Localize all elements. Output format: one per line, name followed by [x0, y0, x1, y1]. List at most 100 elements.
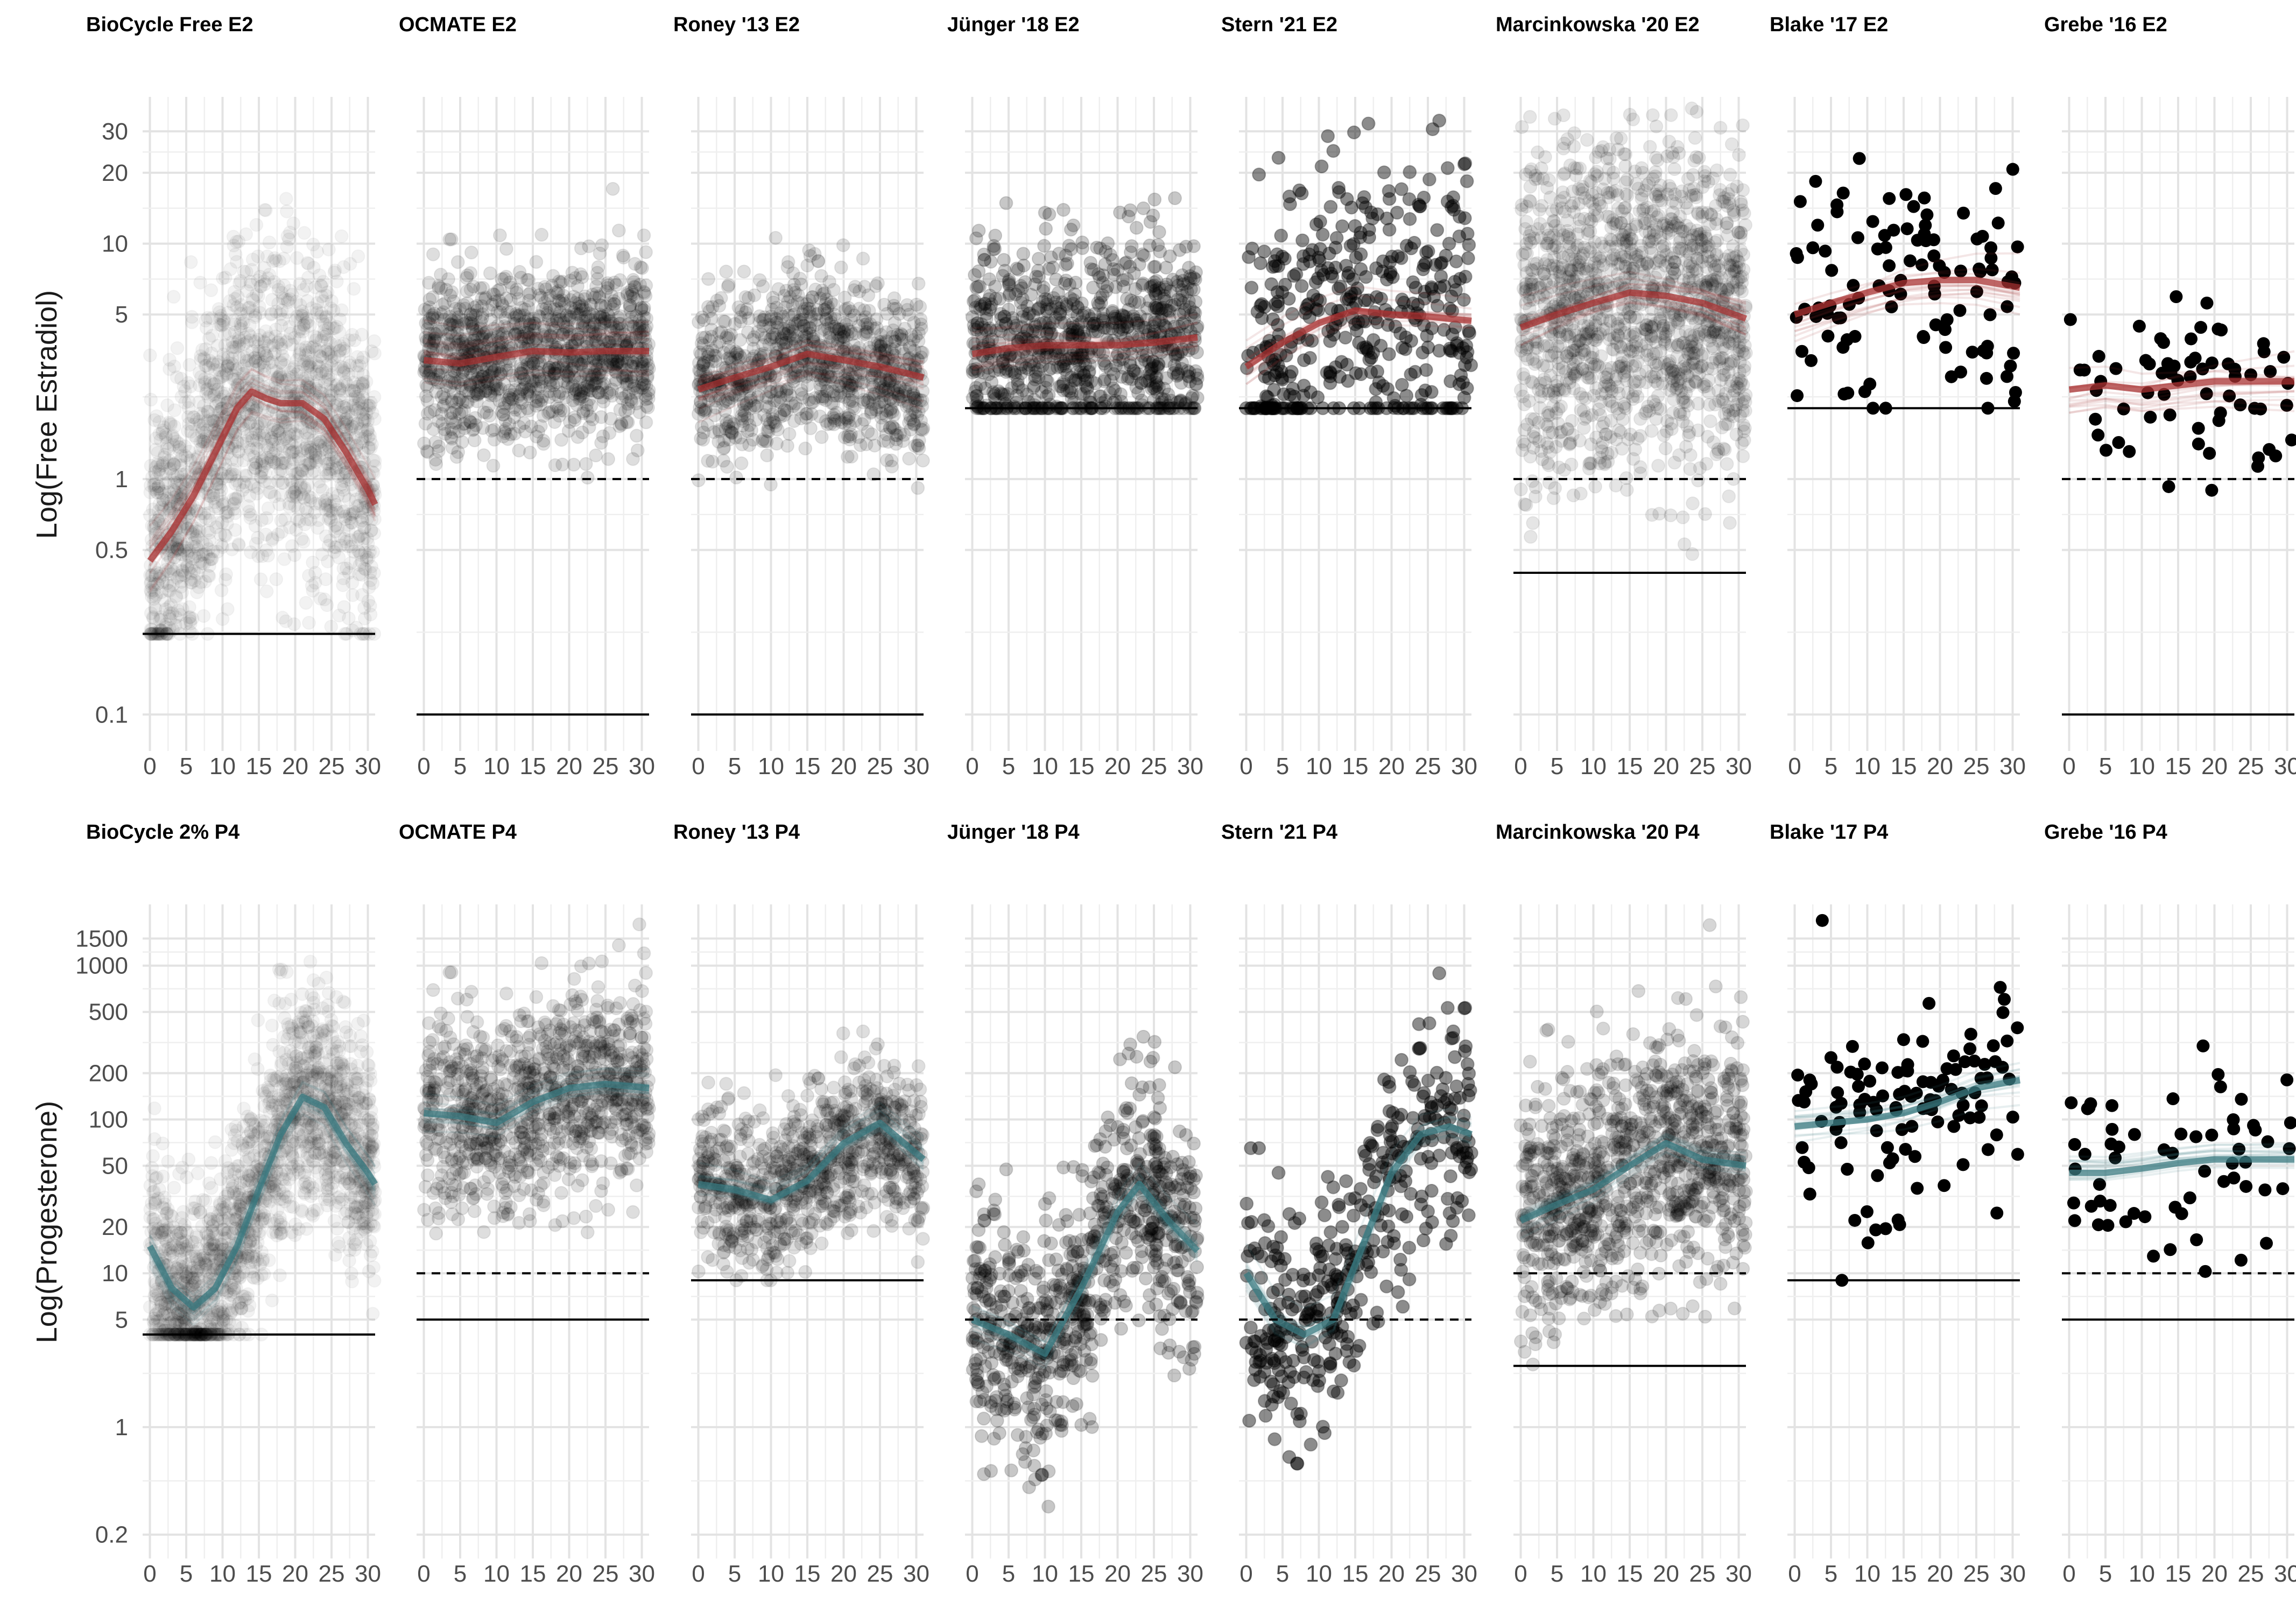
data-point [287, 453, 301, 466]
data-point [318, 439, 331, 452]
data-point [255, 471, 268, 484]
x-tick-label: 25 [867, 753, 893, 780]
data-point [174, 580, 188, 593]
y-tick-label: 0.1 [95, 701, 128, 728]
data-point [541, 406, 555, 420]
data-point [324, 346, 337, 359]
data-point [319, 503, 332, 516]
data-point [346, 328, 359, 341]
data-point [618, 404, 632, 419]
data-point [1179, 240, 1193, 254]
data-point [291, 475, 304, 488]
data-point [735, 303, 749, 318]
data-point [529, 382, 543, 396]
data-point [214, 405, 227, 418]
data-point [263, 356, 276, 370]
data-point [470, 303, 484, 318]
data-point [237, 359, 251, 373]
data-point [183, 625, 196, 638]
data-point [357, 601, 371, 615]
data-point [230, 300, 244, 314]
data-point [757, 408, 771, 423]
data-point [300, 505, 314, 518]
data-point [354, 453, 368, 466]
data-point [211, 545, 224, 558]
data-point [214, 528, 227, 542]
data-point [915, 453, 930, 468]
data-point [637, 228, 651, 243]
data-point [719, 413, 734, 427]
data-point [616, 250, 631, 265]
data-point [436, 399, 450, 414]
data-point [760, 448, 774, 462]
data-point [705, 311, 719, 326]
data-point [829, 405, 844, 420]
data-point [293, 515, 306, 528]
data-point [283, 521, 297, 534]
data-point [196, 536, 209, 550]
data-point [171, 341, 184, 355]
data-point [194, 407, 207, 420]
data-point [299, 596, 313, 609]
data-point [333, 609, 346, 622]
data-point [362, 551, 375, 564]
data-point [988, 228, 1003, 243]
data-point [798, 441, 813, 456]
data-point [571, 430, 585, 444]
data-point [503, 293, 518, 307]
data-point [576, 303, 590, 317]
data-point [170, 591, 183, 604]
data-point [170, 435, 184, 448]
data-point [232, 235, 245, 248]
data-point [552, 274, 566, 289]
data-point [299, 348, 313, 362]
data-point [559, 390, 573, 405]
data-point [498, 413, 513, 428]
data-point [804, 407, 819, 422]
data-point [163, 454, 176, 468]
data-point [191, 543, 205, 556]
data-point [337, 504, 350, 518]
data-point [178, 396, 192, 409]
data-point [883, 402, 898, 417]
data-point [626, 452, 640, 466]
panel-title: BioCycle Free E2 [86, 13, 253, 36]
data-point [215, 538, 228, 552]
data-point [476, 448, 491, 462]
data-point [303, 440, 316, 454]
data-point [194, 276, 207, 289]
data-point [229, 493, 243, 506]
data-point [229, 425, 242, 439]
data-point [248, 480, 261, 493]
data-point [329, 518, 342, 532]
data-point [214, 312, 227, 325]
data-point [283, 226, 297, 239]
data-point [322, 243, 335, 256]
data-point [334, 388, 347, 402]
data-point [307, 433, 320, 447]
data-point [199, 387, 213, 400]
data-point [300, 380, 314, 393]
data-point [328, 540, 341, 554]
data-point [368, 526, 381, 540]
data-point [145, 580, 159, 594]
x-tick-label: 30 [355, 753, 381, 780]
data-point [486, 458, 501, 473]
data-point [629, 429, 644, 443]
x-tick-label: 25 [319, 753, 345, 780]
data-point [256, 455, 269, 468]
data-point [851, 430, 866, 444]
data-point [305, 579, 319, 592]
data-point [837, 430, 852, 445]
data-point [313, 480, 327, 494]
data-point [585, 412, 600, 427]
data-point [227, 493, 240, 506]
data-point [714, 291, 728, 305]
data-point [157, 485, 171, 498]
data-point [902, 451, 917, 466]
data-point [249, 427, 263, 440]
data-point [287, 427, 301, 441]
data-point [271, 528, 285, 541]
data-point [758, 434, 772, 448]
